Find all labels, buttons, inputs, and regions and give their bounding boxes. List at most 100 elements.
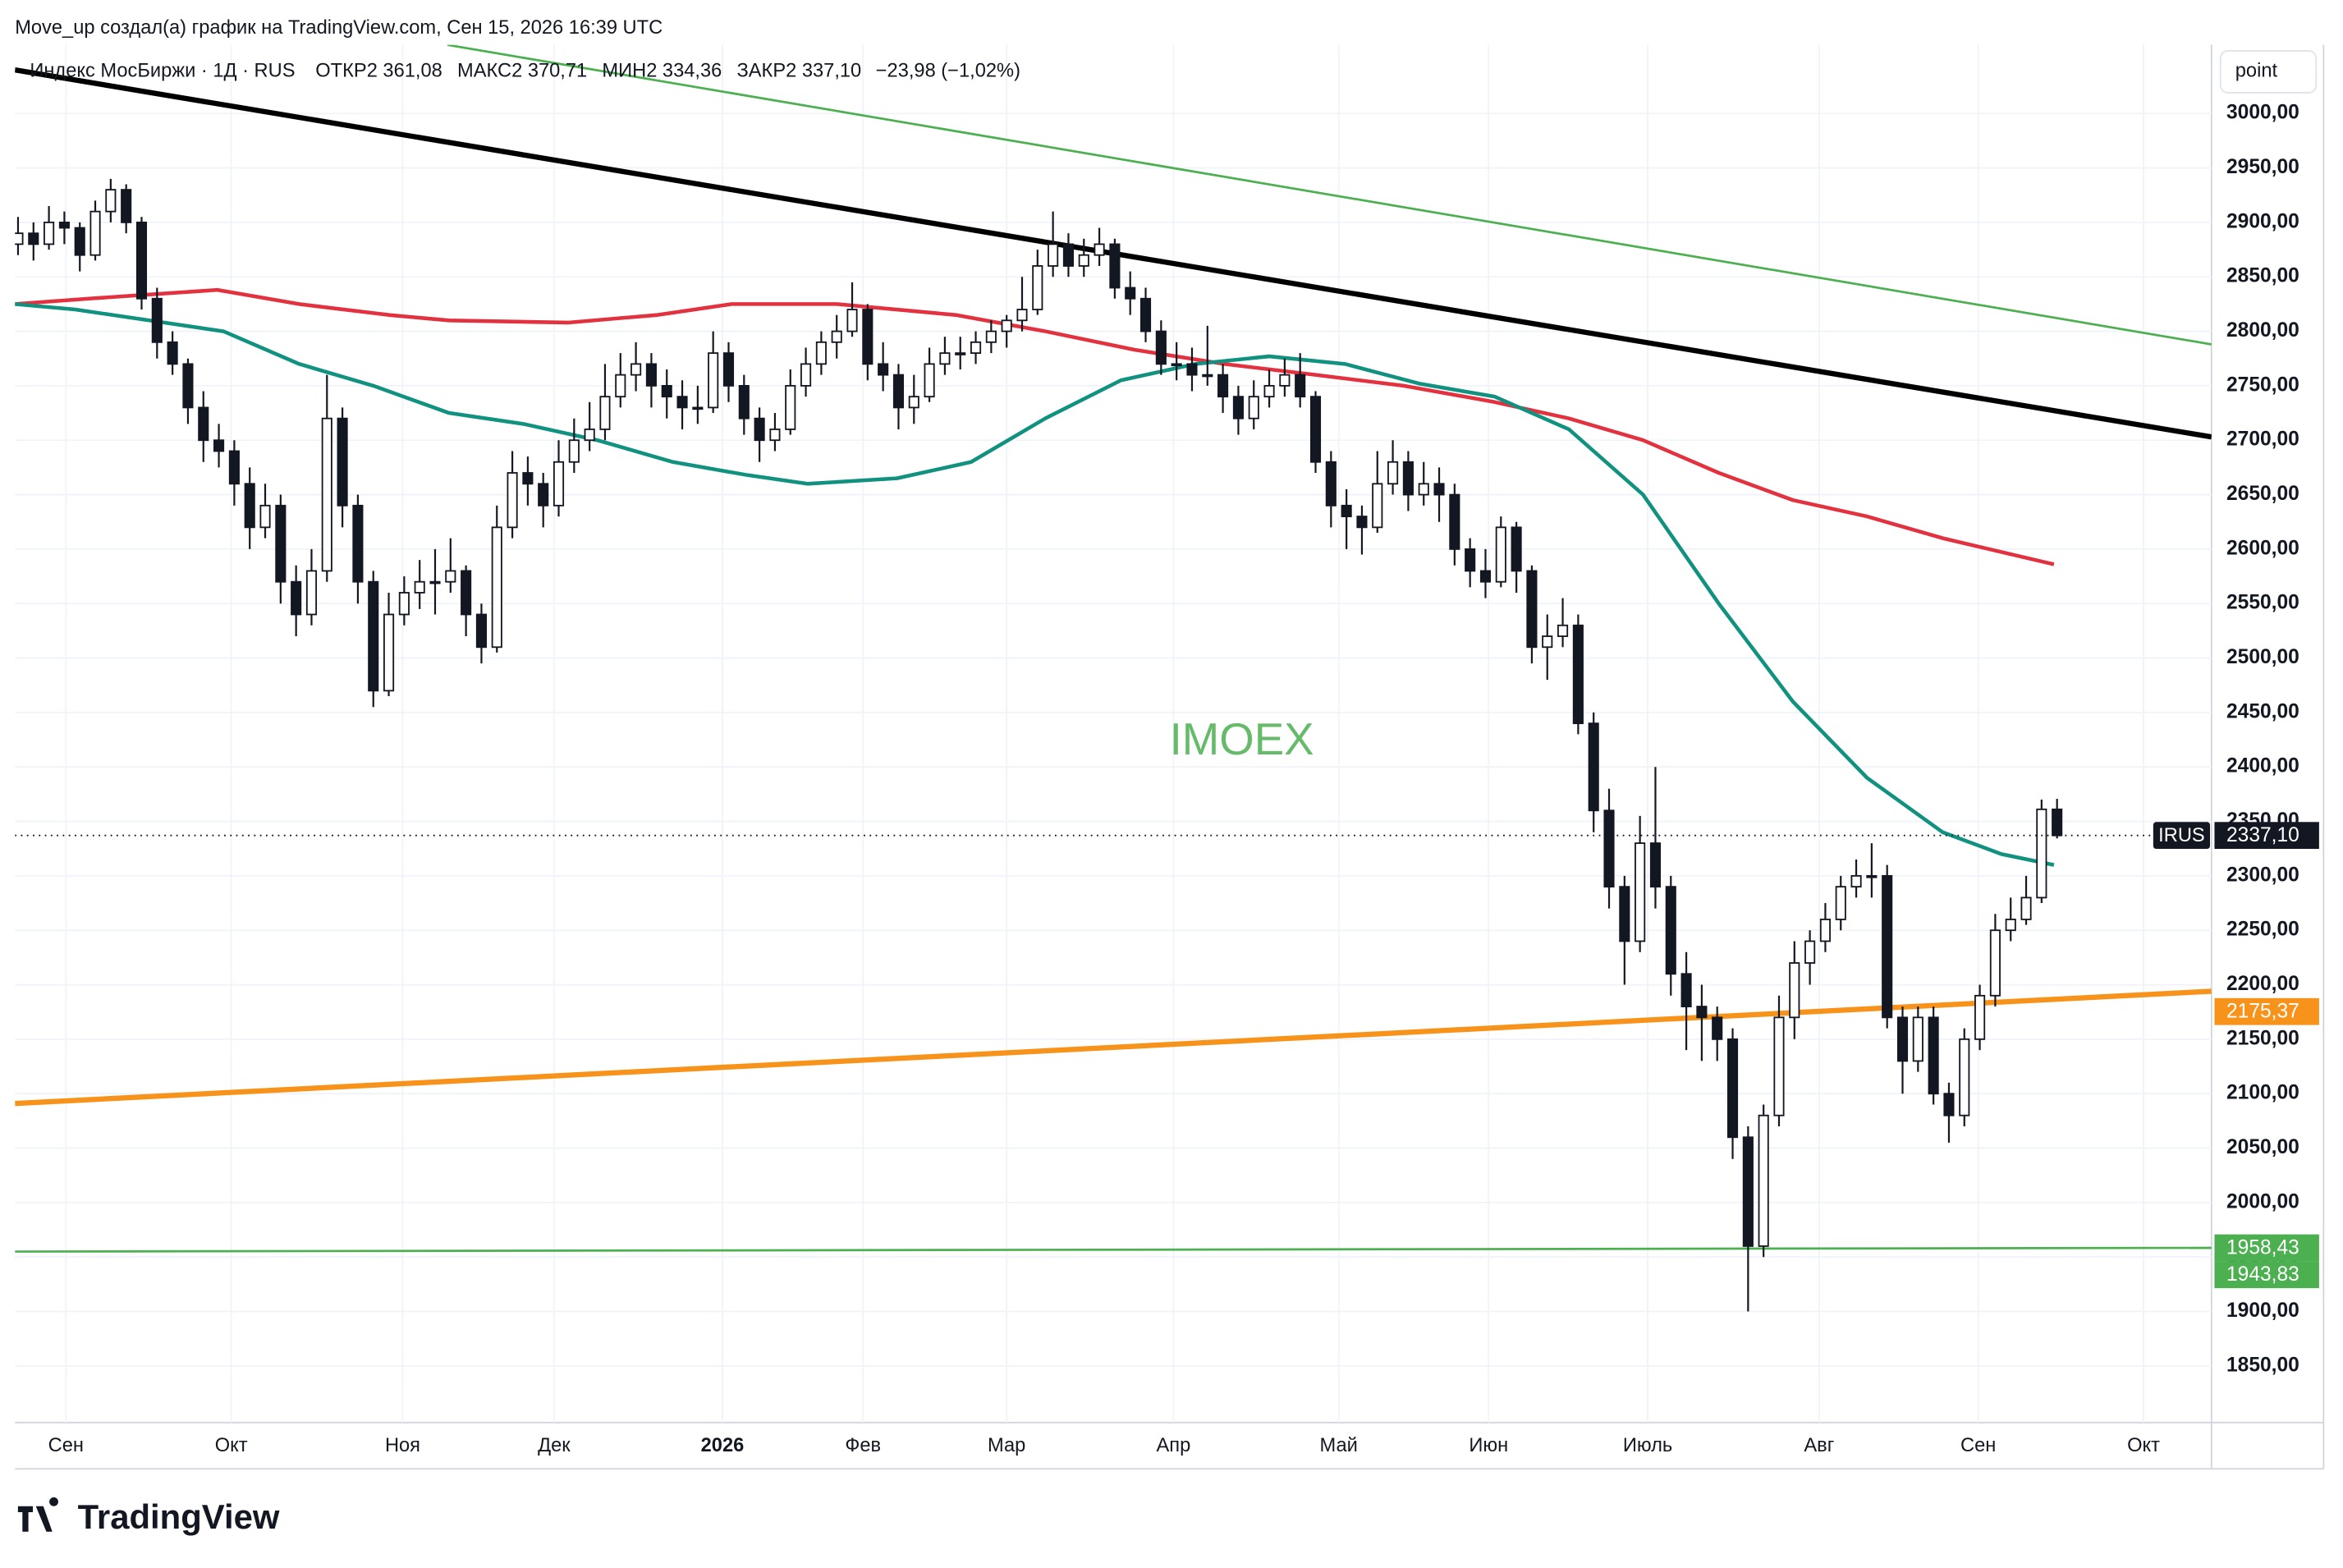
candle-body (1094, 243, 1105, 256)
candle-body (167, 341, 178, 365)
candle-body (507, 472, 518, 529)
candle-body (291, 580, 302, 616)
price-label-box (2214, 997, 2319, 1025)
x-tick-label: Окт (215, 1435, 248, 1456)
candle-body (213, 439, 225, 452)
candle-body (2020, 896, 2032, 920)
candle-body (1619, 886, 1630, 942)
x-tick-label: Июль (1623, 1435, 1672, 1456)
candle-body (198, 406, 209, 442)
y-tick-label: 2400,00 (2226, 755, 2299, 777)
candle-body (1139, 297, 1152, 332)
candle-body (414, 580, 425, 594)
candle-body (615, 374, 626, 398)
candle-body (1896, 1016, 1909, 1062)
overlay-line (15, 988, 2212, 1107)
candle-body (1263, 384, 1275, 398)
field-label: ЗАКР (736, 61, 786, 82)
candle-body (2052, 808, 2063, 837)
y-tick-label: 2550,00 (2226, 592, 2299, 614)
price-label: 2337,10 (2226, 824, 2299, 846)
candle-body (754, 417, 765, 442)
candle-body (722, 352, 735, 387)
y-tick-label: 2700,00 (2226, 429, 2299, 451)
candle-body (1078, 254, 1089, 267)
candle-body (228, 450, 240, 485)
candle-body (305, 570, 318, 616)
candle-body (15, 232, 24, 245)
candle-body (1959, 1038, 1970, 1116)
candle-body (1928, 1016, 1939, 1095)
candle-body (1742, 1136, 1754, 1247)
candle-body (275, 504, 287, 583)
candle-body (1850, 874, 1862, 888)
candle-body (151, 297, 163, 343)
candle-body (862, 309, 873, 365)
candle-body (538, 483, 549, 507)
candle-body (1001, 319, 1012, 332)
y-tick-label: 2650,00 (2226, 483, 2299, 505)
candle-body (970, 341, 982, 355)
candle-body (553, 461, 565, 507)
field-label: МАКС (457, 61, 511, 82)
candle-body (74, 227, 85, 256)
candle-body (831, 330, 842, 343)
overlay-line (15, 287, 2055, 566)
candle-body (135, 221, 148, 300)
candle-body (1680, 973, 1692, 1007)
x-tick-label: Дек (538, 1435, 571, 1456)
candle-body (1588, 722, 1599, 812)
scale-button[interactable] (2219, 50, 2318, 94)
candle-body (1974, 994, 1986, 1040)
x-tick-label: Апр (1157, 1435, 1191, 1456)
candle-body (445, 570, 456, 583)
y-tick-label: 2950,00 (2226, 156, 2299, 178)
field-label: ОТКР (315, 61, 366, 82)
y-tick-label: 2200,00 (2226, 973, 2299, 995)
overlay-line (15, 1246, 2212, 1253)
scale-button-label[interactable]: point (2235, 61, 2278, 82)
candle-body (1912, 1016, 1923, 1062)
candle-body (1726, 1038, 1739, 1139)
candle-body (1202, 374, 1213, 378)
field-value: 2 361,08 (367, 61, 442, 82)
candle-body (924, 363, 935, 398)
price-label-box (2214, 1261, 2319, 1289)
y-tick-label: 2150,00 (2226, 1027, 2299, 1049)
y-tick-label: 2750,00 (2226, 374, 2299, 396)
candle-body (44, 221, 55, 245)
candle-body (383, 613, 395, 692)
candle-body (1186, 363, 1198, 376)
candle-body (1758, 1114, 1769, 1247)
candle-body (337, 417, 348, 507)
candle-body (785, 384, 796, 430)
x-tick-label: 2026 (701, 1435, 745, 1456)
change: −23,98 (−1,02%) (876, 61, 1020, 82)
candle-body (105, 189, 117, 213)
candle-body (1572, 624, 1584, 725)
candle-body (1155, 330, 1167, 365)
y-tick-label: 2500,00 (2226, 646, 2299, 668)
logo-icon (17, 1497, 58, 1532)
candle-body (1387, 461, 1399, 485)
price-label: 2175,37 (2226, 1001, 2299, 1023)
candle-body (1449, 493, 1460, 550)
candle-body (491, 526, 502, 649)
price-label-box (2214, 1234, 2319, 1262)
candle-body (1526, 570, 1538, 649)
candle-body (475, 613, 487, 649)
overlay-line (15, 302, 2055, 867)
y-tick-label: 2450,00 (2226, 700, 2299, 722)
candle-body (121, 189, 132, 223)
price-label-box (2214, 822, 2319, 850)
y-tick-label: 2000,00 (2226, 1190, 2299, 1213)
candle-body (708, 352, 719, 409)
candle-body (1433, 483, 1445, 496)
candle-body (1309, 396, 1322, 463)
candle-body (1279, 374, 1291, 387)
candle-body (1048, 243, 1059, 267)
candle-body (1465, 548, 1476, 572)
y-tick-label: 2300,00 (2226, 864, 2299, 886)
price-label: 1943,83 (2226, 1263, 2299, 1286)
